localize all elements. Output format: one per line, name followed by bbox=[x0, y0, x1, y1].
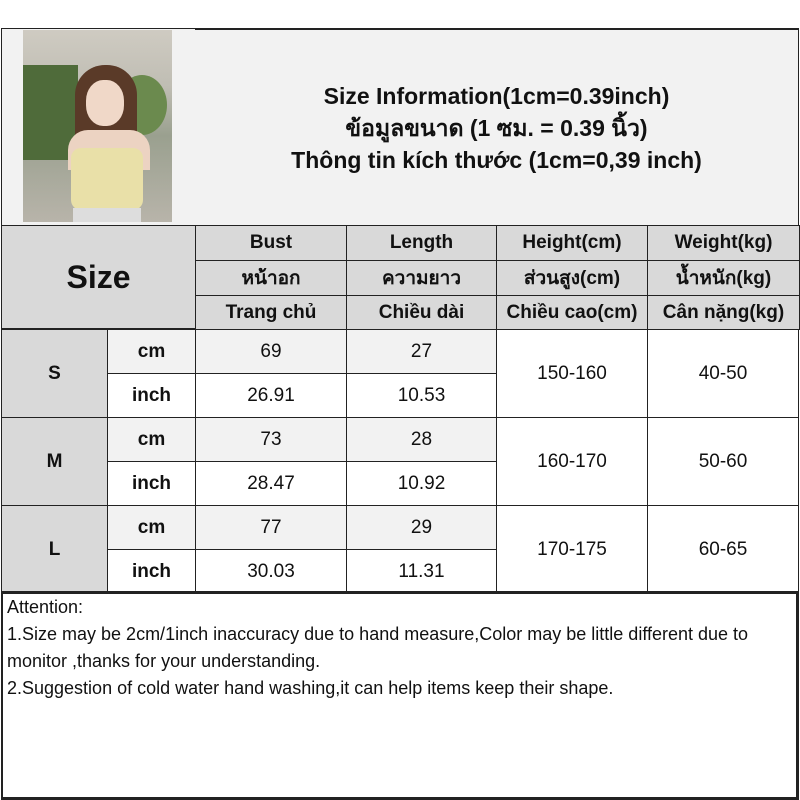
bust-inch-value: 30.03 bbox=[195, 549, 347, 594]
column-header-th: ส่วนสูง(cm) bbox=[496, 260, 648, 296]
height-range-value: 150-160 bbox=[496, 329, 648, 418]
size-label: M bbox=[1, 417, 108, 506]
bust-inch-value: 26.91 bbox=[195, 373, 347, 418]
column-header-vi: Chiều dài bbox=[346, 295, 497, 330]
height-range-value: 170-175 bbox=[496, 505, 648, 594]
attention-note-1: 1.Size may be 2cm/1inch inaccuracy due t… bbox=[7, 624, 749, 671]
unit-cm-label: cm bbox=[107, 505, 196, 550]
column-header-th: ความยาว bbox=[346, 260, 497, 296]
column-header-vi: Chiều cao(cm) bbox=[496, 295, 648, 330]
column-header-vi: Trang chủ bbox=[195, 295, 347, 330]
length-inch-value: 10.92 bbox=[346, 461, 497, 506]
bust-inch-value: 28.47 bbox=[195, 461, 347, 506]
bust-cm-value: 69 bbox=[195, 329, 347, 374]
length-cm-value: 29 bbox=[346, 505, 497, 550]
length-cm-value: 28 bbox=[346, 417, 497, 462]
column-header-en: Length bbox=[346, 225, 497, 261]
unit-inch-label: inch bbox=[107, 373, 196, 418]
column-header-th: หน้าอก bbox=[195, 260, 347, 296]
unit-cm-label: cm bbox=[107, 417, 196, 462]
weight-range-value: 50-60 bbox=[647, 417, 799, 506]
title-english: Size Information(1cm=0.39inch) bbox=[323, 82, 670, 109]
length-cm-value: 27 bbox=[346, 329, 497, 374]
weight-range-value: 40-50 bbox=[647, 329, 799, 418]
column-header-en: Bust bbox=[195, 225, 347, 261]
length-inch-value: 11.31 bbox=[346, 549, 497, 594]
unit-inch-label: inch bbox=[107, 461, 196, 506]
size-label: S bbox=[1, 329, 108, 418]
column-header-en: Height(cm) bbox=[496, 225, 648, 261]
attention-cell bbox=[1, 591, 799, 800]
column-header-en: Weight(kg) bbox=[647, 225, 800, 261]
height-range-value: 160-170 bbox=[496, 417, 648, 506]
attention-heading: Attention: bbox=[7, 597, 84, 617]
size-header: Size bbox=[1, 225, 196, 329]
attention-note-2: 2.Suggestion of cold water hand washing,… bbox=[7, 678, 614, 698]
size-info-title: Size Information(1cm=0.39inch) ข้อมูลขนา… bbox=[195, 30, 798, 225]
size-label: L bbox=[1, 505, 108, 594]
product-photo bbox=[23, 30, 172, 222]
unit-cm-label: cm bbox=[107, 329, 196, 374]
bust-cm-value: 73 bbox=[195, 417, 347, 462]
weight-range-value: 60-65 bbox=[647, 505, 799, 594]
title-vietnamese: Thông tin kích thước (1cm=0,39 inch) bbox=[291, 146, 702, 173]
title-thai: ข้อมูลขนาด (1 ซม. = 0.39 นิ้ว) bbox=[345, 114, 648, 141]
bust-cm-value: 77 bbox=[195, 505, 347, 550]
column-header-vi: Cân nặng(kg) bbox=[647, 295, 800, 330]
unit-inch-label: inch bbox=[107, 549, 196, 594]
column-header-th: น้ำหนัก(kg) bbox=[647, 260, 800, 296]
attention-notes: Attention: 1.Size may be 2cm/1inch inacc… bbox=[3, 592, 798, 798]
length-inch-value: 10.53 bbox=[346, 373, 497, 418]
